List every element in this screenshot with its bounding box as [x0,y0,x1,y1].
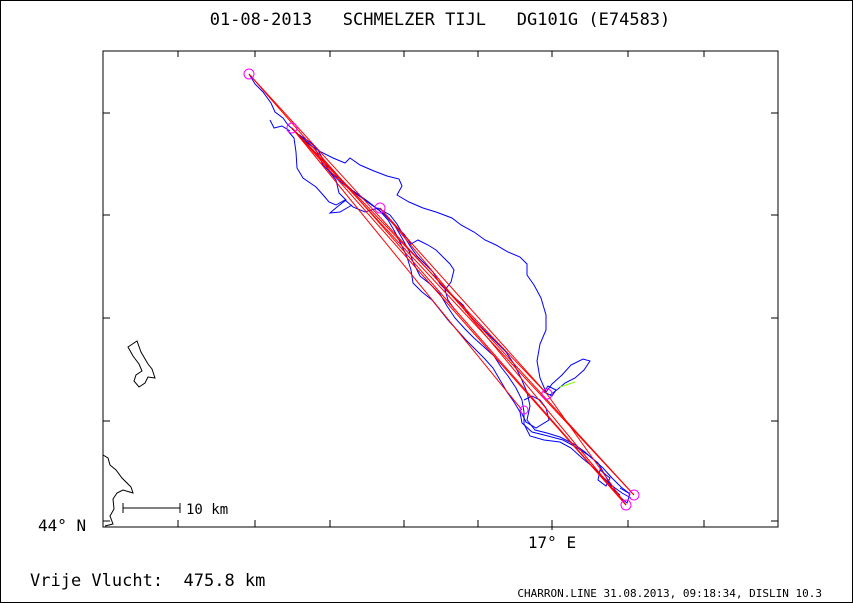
latitude-label: 44° N [38,516,86,535]
flight-track [248,73,632,504]
glide-segment [559,381,576,388]
plot-frame [102,50,779,528]
free-flight-distance: Vrije Vlucht: 475.8 km [30,571,265,591]
turnpoint-marker [286,122,298,134]
turnpoint-marker [374,202,386,214]
coastline [102,340,156,527]
task-legs [248,73,635,506]
turnpoint-marker [628,489,640,501]
footer-info: CHARRON.LINE 31.08.2013, 09:18:34, DISLI… [517,587,822,600]
scale-bar: 10 km [122,502,228,518]
turnpoint-marker [620,499,632,511]
turnpoint-marker [541,388,553,400]
flight-title: 01-08-2013 SCHMELZER TIJL DG101G (E74583… [210,10,671,30]
turnpoint-marker [519,405,529,415]
longitude-label: 17° E [528,533,576,552]
axis-ticks [103,51,778,530]
scale-label: 10 km [186,502,228,518]
turnpoints [243,68,640,511]
turnpoint-marker [243,68,255,80]
